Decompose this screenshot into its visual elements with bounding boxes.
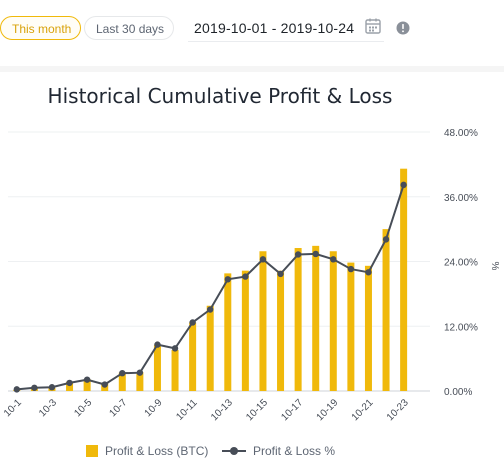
x-tick-label: 10-5 <box>72 397 94 419</box>
line-point <box>13 386 20 393</box>
x-tick-label: 10-1 <box>2 397 24 419</box>
info-icon[interactable] <box>396 21 410 35</box>
line-point <box>207 306 214 313</box>
line-point <box>277 270 284 278</box>
line-point <box>136 369 144 376</box>
chart-bar <box>171 349 179 391</box>
last-30-days-button[interactable]: Last 30 days <box>84 16 174 40</box>
chart-bar <box>83 379 91 391</box>
chart-bar <box>347 262 355 391</box>
chart-bar <box>312 245 320 391</box>
line-point <box>242 273 249 280</box>
chart-bar <box>277 270 285 391</box>
profit-loss-chart: 0.00% 12.00% 24.00% 36.00% 48.00%% 10-1 10-3 10… <box>2 128 500 423</box>
legend-line-label: Profit & Loss % <box>253 444 336 458</box>
chart-bar <box>294 248 302 391</box>
x-tick-label: 10-17 <box>279 397 305 423</box>
chart-bar <box>118 372 126 391</box>
chart-bar <box>136 372 144 391</box>
line-point <box>365 269 372 276</box>
chart-bar <box>382 229 390 391</box>
y-tick-label: 48.00% <box>444 128 478 139</box>
line-point <box>224 276 231 283</box>
filter-bar: This month Last 30 days 2019-10-01 - 201… <box>0 0 504 60</box>
y-tick-label: 12.00% <box>444 322 478 333</box>
chart-bar <box>66 381 74 391</box>
line-point <box>101 381 108 388</box>
x-tick-label: 10-15 <box>244 397 270 423</box>
calendar-icon[interactable] <box>364 17 382 35</box>
section-divider <box>0 66 504 72</box>
chart-bar <box>189 322 197 391</box>
chart-title: Historical Cumulative Profit & Loss <box>47 84 393 108</box>
y-tick-label: 0.00% <box>444 387 472 398</box>
legend-bar-label: Profit & Loss (BTC) <box>105 444 209 458</box>
x-tick-label: 10-7 <box>107 397 129 419</box>
line-point <box>330 256 337 263</box>
chart-bar <box>153 345 161 391</box>
line-point <box>119 369 126 377</box>
legend-item-bar[interactable]: Profit & Loss (BTC) <box>86 443 208 459</box>
x-tick-label: 10-13 <box>209 397 235 423</box>
y-tick-label: 24.00% <box>444 258 478 269</box>
line-point <box>400 181 407 189</box>
chart-bar <box>400 168 408 391</box>
line-point <box>154 341 161 348</box>
chart-bar <box>224 273 232 391</box>
line-point <box>48 384 56 391</box>
date-range-input[interactable]: 2019-10-01 - 2019-10-24 <box>188 14 384 42</box>
chart-bar <box>206 305 214 391</box>
line-point <box>294 251 302 258</box>
chart-bar <box>329 251 337 391</box>
chart-bar <box>259 251 267 391</box>
line-point <box>189 319 196 326</box>
y-tick-label: 36.00% <box>444 193 478 204</box>
line-point <box>31 384 38 391</box>
x-tick-label: 10-21 <box>350 397 376 423</box>
y-axis-label: % <box>489 262 500 271</box>
legend-item-line[interactable]: Profit & Loss % <box>222 443 335 459</box>
line-point <box>171 345 179 352</box>
chart-bar <box>241 270 249 391</box>
chart-bar <box>364 265 372 391</box>
x-tick-label: 10-3 <box>37 397 59 419</box>
line-point <box>347 265 355 273</box>
x-tick-label: 10-11 <box>174 397 200 423</box>
line-point <box>259 256 267 263</box>
x-tick-label: 10-23 <box>385 397 411 423</box>
this-month-button[interactable]: This month <box>0 16 81 40</box>
x-tick-label: 10-9 <box>143 397 165 419</box>
line-point <box>382 236 390 243</box>
legend-bar-swatch <box>86 445 98 457</box>
line-point <box>66 379 73 387</box>
line-point <box>83 376 91 383</box>
legend-line-swatch <box>222 445 246 457</box>
x-tick-label: 10-19 <box>315 397 341 423</box>
line-point <box>312 250 319 258</box>
